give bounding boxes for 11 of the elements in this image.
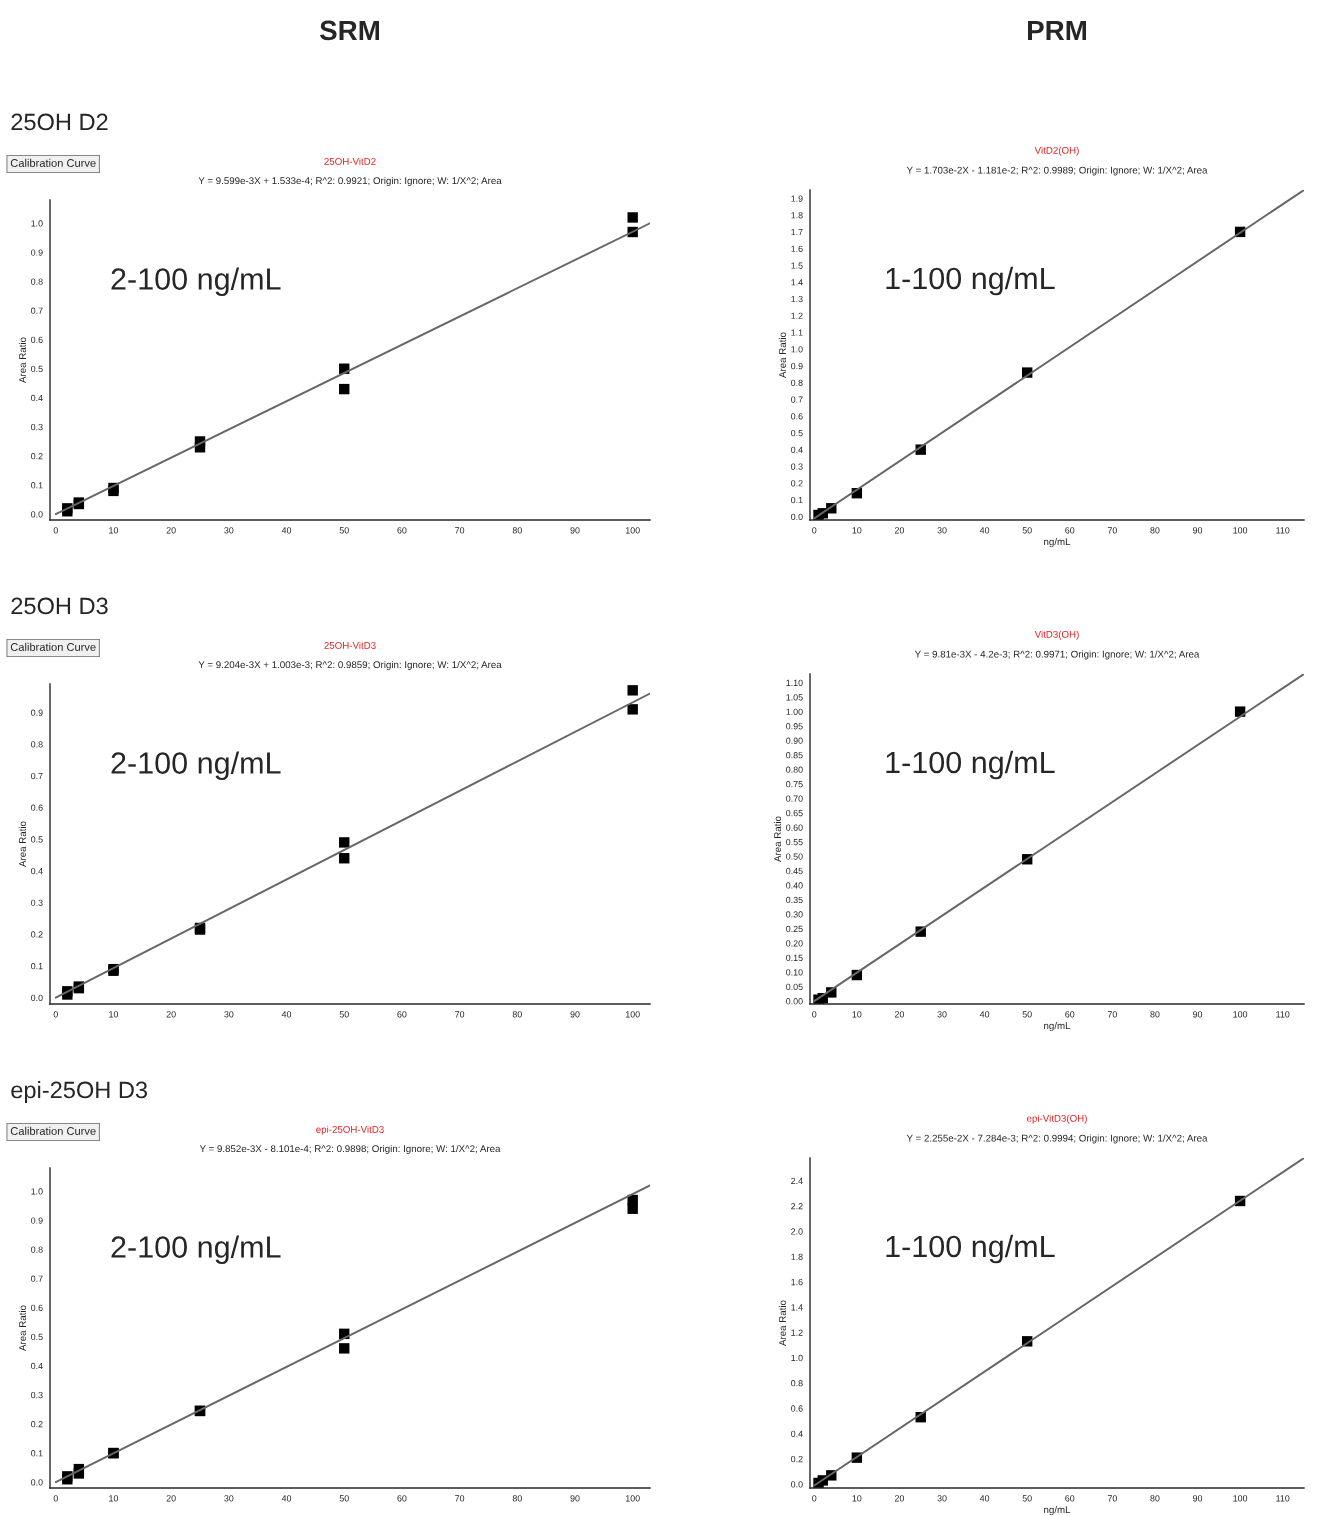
annotation: 2-100 ng/mL: [111, 751, 281, 780]
text: PRM: [1027, 20, 1086, 40]
text: SRM: [319, 20, 379, 41]
annotation: 1-100 ng/mL: [886, 1234, 1055, 1264]
annotation: 2-100 ng/mL: [111, 267, 281, 296]
text: 25OH D2: [11, 113, 108, 131]
annotation: 1-100 ng/mL: [886, 750, 1055, 780]
annotation: 2-100 ng/mL: [111, 1235, 281, 1264]
annotation: 1-100 ng/mL: [886, 266, 1055, 296]
text: epi-25OH D3: [11, 1080, 148, 1104]
text: 25OH D3: [11, 597, 108, 615]
